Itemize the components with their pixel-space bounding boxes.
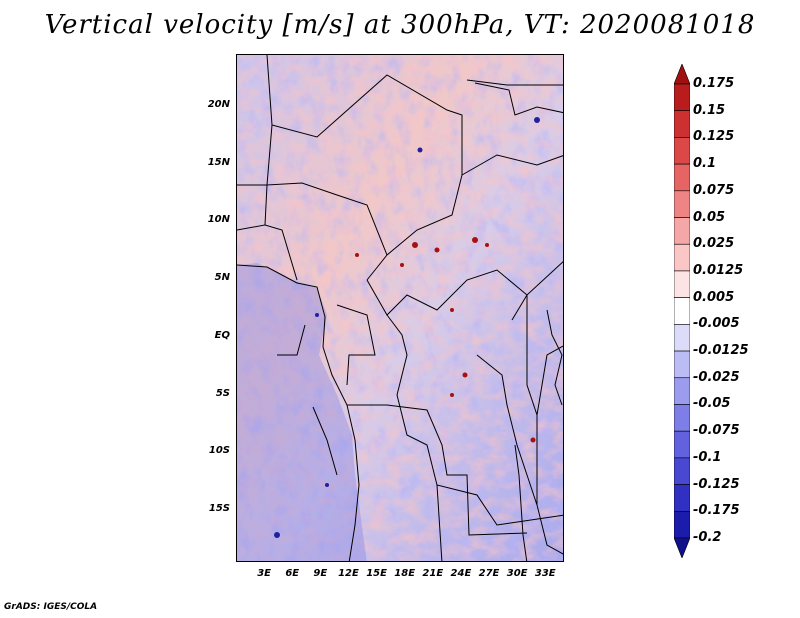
colorbar-tick-label: 0.025 — [693, 236, 735, 252]
lon-tick-label: 9E — [313, 568, 328, 579]
colorbar-box — [674, 243, 690, 272]
map-panel — [236, 54, 564, 562]
lat-tick-label: 20N — [207, 98, 230, 110]
lon-tick-label: 21E — [422, 568, 444, 579]
lat-tick-label: 10S — [208, 445, 230, 457]
colorbar-box — [674, 377, 690, 405]
lon-tick-label: 24E — [450, 568, 472, 579]
colorbar-tick-label: 0.005 — [693, 289, 735, 305]
lon-tick-label: 30E — [506, 568, 528, 579]
colorbar-tick-label: -0.075 — [693, 423, 740, 439]
lat-tick-label: 5S — [215, 387, 230, 399]
lon-tick-label: 33E — [534, 568, 556, 579]
colorbar-box — [674, 137, 690, 165]
colorbar-tick-label: -0.2 — [693, 530, 722, 545]
lon-tick-label: 18E — [394, 568, 416, 579]
field-texture — [237, 55, 563, 561]
strong-updraft-cells — [355, 237, 536, 443]
strong-downdraft-cells — [274, 117, 540, 538]
colorbar-box — [674, 217, 690, 245]
colorbar-box — [674, 484, 690, 512]
colorbar-box — [674, 430, 690, 459]
lon-tick-label: 6E — [285, 568, 300, 579]
colorbar-box — [674, 350, 690, 379]
lon-tick-label: 27E — [478, 568, 500, 579]
colorbar-tick-label: -0.0125 — [693, 343, 749, 359]
colorbar-box — [674, 457, 690, 485]
colorbar-tick-label: -0.1 — [693, 449, 722, 465]
colorbar-tick-label: 0.125 — [693, 129, 735, 145]
colorbar-bottom-arrow — [674, 537, 690, 558]
colorbar-tick-label: 0.075 — [693, 182, 735, 198]
colorbar-tick-label: 0.1 — [693, 156, 717, 172]
colorbar-tick-label: 0.0125 — [693, 262, 744, 278]
lat-tick-label: 15N — [207, 156, 230, 168]
colorbar — [674, 64, 690, 558]
colorbar-box — [674, 510, 690, 539]
velocity-field-map — [237, 55, 563, 561]
coastlines-borders — [237, 55, 563, 561]
lat-tick-label: EQ — [214, 329, 230, 341]
colorbar-tick-label: -0.05 — [693, 396, 731, 412]
colorbar-tick-label: -0.125 — [693, 476, 740, 492]
lon-tick-label: 12E — [338, 568, 359, 579]
grads-credit: GrADS: IGES/COLA — [4, 602, 98, 612]
lat-tick-label: 15S — [208, 503, 230, 515]
colorbar-tick-label: 0.175 — [693, 76, 735, 91]
colorbar-top-arrow — [674, 64, 690, 85]
atlantic-ocean-region — [237, 263, 367, 561]
lon-tick-label: 3E — [257, 568, 271, 579]
colorbar-tick-label: -0.175 — [693, 503, 740, 519]
lon-tick-label: 15E — [366, 568, 387, 579]
colorbar-tick-label: -0.025 — [693, 369, 740, 385]
lat-tick-label: 5N — [214, 272, 230, 284]
colorbar-box — [674, 324, 690, 352]
colorbar-tick-label: -0.005 — [693, 316, 740, 332]
colorbar-box — [674, 110, 690, 138]
colorbar-box — [674, 190, 690, 218]
colorbar-box — [674, 297, 690, 325]
lat-tick-label: 10N — [207, 214, 230, 226]
colorbar-box — [674, 270, 690, 298]
colorbar-tick-label: 0.05 — [693, 209, 726, 225]
colorbar-box — [674, 83, 690, 112]
chart-title: Vertical velocity [m/s] at 300hPa, VT: 2… — [44, 10, 756, 40]
colorbar-box — [674, 163, 690, 192]
colorbar-box — [674, 404, 690, 432]
colorbar-tick-label: 0.15 — [693, 102, 726, 118]
